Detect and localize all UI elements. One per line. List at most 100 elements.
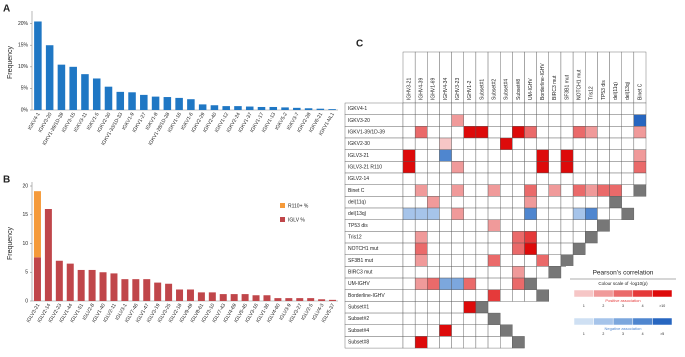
heat-cell xyxy=(427,102,440,115)
column-label: UM-IGHV xyxy=(528,78,534,100)
heat-cell xyxy=(451,301,464,314)
legend-tick-label: >10 xyxy=(659,304,665,308)
heat-cell xyxy=(487,137,501,150)
heat-cell xyxy=(414,242,428,255)
heat-cell xyxy=(512,137,525,150)
heat-cell xyxy=(451,102,464,115)
heat-cell xyxy=(427,289,440,302)
heat-cell xyxy=(414,196,428,209)
heat-cell xyxy=(512,196,525,209)
heat-cell xyxy=(427,336,440,349)
heat-cell xyxy=(475,126,489,139)
heat-cell xyxy=(536,242,550,255)
legend-swatch xyxy=(280,203,285,208)
heat-cell xyxy=(609,149,622,162)
y-tick-label: 20% xyxy=(18,21,29,27)
heat-cell xyxy=(439,196,452,209)
heat-cell xyxy=(524,126,537,139)
y-axis-title: Frequency xyxy=(7,45,14,79)
diagonal-cell xyxy=(548,266,562,279)
heat-cell xyxy=(572,102,586,115)
heat-cell xyxy=(451,254,464,267)
y-tick-label: 15 xyxy=(22,212,28,218)
legend-label: Positive association xyxy=(605,298,640,303)
heat-cell xyxy=(451,242,464,255)
heat-cell xyxy=(487,289,501,302)
heat-cell xyxy=(475,114,489,127)
heat-cell xyxy=(524,219,537,232)
legend-tick-label: 4 xyxy=(642,332,644,336)
heat-cell xyxy=(427,277,440,290)
heat-cell xyxy=(512,231,525,244)
row-label: BIRC3 mut xyxy=(348,270,373,276)
heat-cell xyxy=(609,172,622,185)
heat-cell xyxy=(487,196,501,209)
heat-cell xyxy=(439,242,452,255)
heat-cell xyxy=(536,219,550,232)
heat-cell xyxy=(621,149,635,162)
heat-cell xyxy=(512,242,525,255)
heat-cell xyxy=(439,114,452,127)
diagonal-cell xyxy=(524,277,537,290)
heat-cell xyxy=(524,184,537,197)
heat-cell xyxy=(524,196,537,209)
diagonal-cell xyxy=(475,301,489,314)
heat-cell xyxy=(536,114,550,127)
heat-cell xyxy=(439,126,452,139)
heat-cell xyxy=(621,137,635,150)
heat-cell xyxy=(548,254,562,267)
heat-cell xyxy=(427,301,440,314)
heat-cell xyxy=(402,172,416,185)
heat-cell xyxy=(548,196,562,209)
heat-cell xyxy=(524,266,537,279)
heat-cell xyxy=(414,137,428,150)
heat-cell xyxy=(487,184,501,197)
heat-cell xyxy=(500,149,513,162)
column-label: Subset#8 xyxy=(516,79,522,100)
heat-cell xyxy=(536,126,550,139)
heat-cell xyxy=(451,172,464,185)
heat-cell xyxy=(512,149,525,162)
heat-cell xyxy=(427,231,440,244)
heat-cell xyxy=(402,336,416,349)
column-label: Tris12 xyxy=(589,86,595,100)
bar-segment xyxy=(219,294,227,301)
heat-cell xyxy=(427,266,440,279)
heat-cell xyxy=(427,137,440,150)
heat-cell xyxy=(512,161,525,174)
bar xyxy=(316,108,325,110)
heat-cell xyxy=(512,126,525,139)
heat-cell xyxy=(500,137,513,150)
heat-cell xyxy=(427,126,440,139)
legend-swatch xyxy=(573,317,594,326)
bar-segment xyxy=(285,298,293,301)
diagonal-cell xyxy=(633,184,647,197)
bar xyxy=(69,66,77,110)
heat-cell xyxy=(475,219,489,232)
diagonal-cell xyxy=(609,196,622,209)
row-label: IGKV3-20 xyxy=(348,118,370,124)
heat-cell xyxy=(633,114,647,127)
row-label: TP53 dis xyxy=(348,223,368,229)
heat-cell xyxy=(463,126,477,139)
bar xyxy=(151,96,160,110)
heat-cell xyxy=(451,231,464,244)
heat-cell xyxy=(585,102,598,115)
bar xyxy=(187,99,195,110)
heat-cell xyxy=(500,196,513,209)
heat-cell xyxy=(402,289,416,302)
heat-cell xyxy=(548,207,562,220)
heat-cell xyxy=(439,277,452,290)
heat-cell xyxy=(512,102,525,115)
heat-cell xyxy=(512,254,525,267)
heat-cell xyxy=(475,312,489,325)
heat-cell xyxy=(597,149,610,162)
heat-cell xyxy=(475,289,489,302)
heat-cell xyxy=(475,277,489,290)
heat-cell xyxy=(402,149,416,162)
heat-cell xyxy=(402,196,416,209)
bar-segment xyxy=(274,298,282,301)
heat-cell xyxy=(536,254,550,267)
heat-cell xyxy=(475,207,489,220)
row-label: Subset#2 xyxy=(348,316,369,322)
